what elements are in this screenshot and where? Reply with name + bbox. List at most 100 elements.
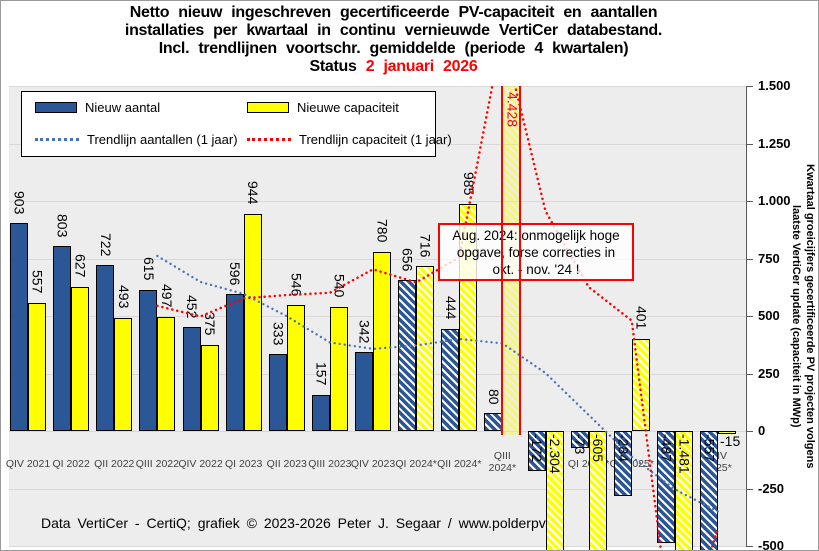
bar-capaciteit-2 bbox=[114, 317, 133, 431]
bar-label-aantal-2: 722 bbox=[97, 232, 114, 256]
bar-label-capaciteit-14: 401 bbox=[633, 306, 650, 330]
bar-label-aantal-10: 444 bbox=[442, 296, 459, 320]
y-tick-label--500: -500 bbox=[758, 538, 785, 551]
bar-capaciteit-0 bbox=[28, 302, 46, 431]
bar-label-capaciteit-9: 716 bbox=[417, 233, 434, 258]
y-tick-1250 bbox=[746, 143, 753, 145]
bar-aantal-8 bbox=[355, 352, 373, 431]
bar-label-aantal-5: 596 bbox=[227, 261, 244, 285]
bar-label-capaciteit-2: 493 bbox=[115, 285, 132, 309]
bar-aantal-7 bbox=[311, 394, 330, 431]
offscale-marker-line-right bbox=[519, 86, 522, 435]
bar-label-capaciteit-8: 780 bbox=[374, 219, 391, 243]
legend-item-nieuw-aantal: Nieuw aantal bbox=[35, 100, 160, 115]
y-axis-line bbox=[746, 86, 747, 546]
chart-title-status-line: Status 2 januari 2026 bbox=[1, 58, 786, 76]
bar-capaciteit-9 bbox=[416, 266, 435, 431]
status-label: Status bbox=[309, 58, 357, 75]
gridline--250 bbox=[9, 488, 746, 490]
x-label-0: QIV 2021 bbox=[5, 458, 51, 470]
bar-aantal-0 bbox=[10, 223, 28, 431]
footer-credit: Data VertiCer - CertiQ; grafiek © 2023-2… bbox=[41, 515, 560, 531]
bar-aantal-1 bbox=[53, 246, 72, 431]
chart-title-line2: installaties per kwartaal in continu ver… bbox=[124, 22, 663, 39]
bar-label-aantal-6: 333 bbox=[270, 322, 287, 346]
bar-label-capaciteit-7: 540 bbox=[331, 274, 348, 298]
bar-label-aantal-3: 615 bbox=[140, 257, 157, 281]
bar-aantal-9 bbox=[398, 280, 417, 431]
y-tick-label-1500: 1.500 bbox=[758, 78, 791, 93]
legend: Nieuw aantal Nieuwe capaciteit Trendlijn… bbox=[21, 91, 452, 157]
annotation-line1: Aug. 2024: onmogelijk hoge bbox=[452, 227, 620, 243]
bar-label-capaciteit-12: -2.304 bbox=[547, 434, 563, 474]
gridline-0 bbox=[9, 431, 746, 432]
legend-item-nieuwe-capaciteit: Nieuwe capaciteit bbox=[247, 100, 399, 115]
bar-label-capaciteit-16: -15 bbox=[720, 433, 741, 449]
y-tick--250 bbox=[746, 488, 753, 490]
bar-label-capaciteit-1: 627 bbox=[72, 254, 89, 278]
gridline-1500 bbox=[9, 86, 746, 87]
y-tick-1000 bbox=[746, 201, 753, 202]
legend-item-trendlijn-capaciteit: Trendlijn capaciteit (1 jaar) bbox=[247, 132, 452, 147]
bar-capaciteit-3 bbox=[157, 316, 176, 431]
bar-aantal-4 bbox=[182, 327, 201, 431]
legend-label-nieuwe-capaciteit: Nieuwe capaciteit bbox=[297, 100, 399, 115]
legend-swatch-nieuw-aantal bbox=[35, 102, 77, 113]
chart-title: Netto nieuw ingeschreven gecertificeerde… bbox=[1, 4, 786, 76]
bar-label-aantal-4: 452 bbox=[184, 294, 200, 318]
bar-label-capaciteit-13: -605 bbox=[590, 434, 607, 463]
legend-label-trendlijn-capaciteit: Trendlijn capaciteit (1 jaar) bbox=[299, 132, 452, 147]
bar-capaciteit-4 bbox=[200, 344, 219, 431]
bar-label-capaciteit-15: -1.481 bbox=[676, 434, 693, 474]
legend-swatch-nieuwe-capaciteit bbox=[247, 102, 289, 113]
y-tick-label-0: 0 bbox=[758, 423, 766, 438]
annotation-aug-2024: Aug. 2024: onmogelijk hoge opgave, forse… bbox=[438, 223, 634, 281]
y-axis-title-line1: Kwartaal groeicijfers gecertificeerde PV… bbox=[804, 163, 816, 469]
bar-label-capaciteit-0: 557 bbox=[29, 270, 46, 294]
x-label-16: QIV2025* bbox=[704, 450, 731, 473]
annotation-line2: opgave, forse correcties in bbox=[456, 244, 616, 260]
gridline--500 bbox=[9, 546, 746, 547]
bar-label-aantal-13: -73 bbox=[572, 434, 589, 455]
legend-label-trendlijn-aantallen: Trendlijn aantallen (1 jaar) bbox=[87, 132, 238, 147]
bar-label-aantal-8: 342 bbox=[356, 319, 373, 344]
legend-swatch-trendlijn-aantallen bbox=[35, 138, 79, 141]
offscale-marker-line-left bbox=[501, 86, 504, 435]
y-tick-label--250: -250 bbox=[758, 480, 785, 496]
bar-capaciteit-5 bbox=[243, 213, 262, 431]
y-tick-500 bbox=[746, 316, 753, 317]
y-axis-title-line2: laatste VertiCer update (capaciteit in M… bbox=[790, 204, 802, 428]
legend-swatch-trendlijn-capaciteit bbox=[247, 138, 291, 141]
bar-capaciteit-6 bbox=[286, 305, 305, 431]
y-tick-label-750: 750 bbox=[758, 250, 780, 266]
bar-label-capaciteit-4: 375 bbox=[202, 312, 218, 336]
bar-aantal-5 bbox=[225, 293, 244, 431]
bar-label-aantal-11: 80 bbox=[485, 389, 502, 405]
bar-label-aantal-15: -487 bbox=[658, 434, 675, 463]
bar-label-aantal-1: 803 bbox=[54, 213, 71, 238]
gridline-1000 bbox=[9, 201, 746, 202]
x-label-1: QI 2022 bbox=[52, 458, 90, 470]
y-axis-title: Kwartaal groeicijfers gecertificeerde PV… bbox=[789, 86, 817, 546]
y-tick--500 bbox=[746, 546, 753, 547]
bar-aantal-3 bbox=[139, 289, 158, 431]
y-tick-250 bbox=[746, 373, 753, 375]
bar-label-aantal-9: 656 bbox=[399, 247, 416, 272]
status-date: 2 januari 2026 bbox=[365, 58, 478, 75]
y-tick-750 bbox=[746, 258, 753, 260]
bar-aantal-2 bbox=[96, 264, 115, 431]
bar-capaciteit-1 bbox=[71, 286, 90, 431]
chart-title-line3: Incl. trendlijnen voortschr. gemiddelde … bbox=[158, 40, 629, 57]
legend-label-nieuw-aantal: Nieuw aantal bbox=[85, 100, 161, 115]
x-label-2: QII 2022 bbox=[94, 458, 135, 470]
y-tick-label-1250: 1.250 bbox=[758, 135, 791, 151]
bar-label-aantal-7: 157 bbox=[313, 362, 330, 386]
bar-aantal-11 bbox=[484, 412, 503, 431]
bar-label-aantal-16: -557 bbox=[701, 434, 718, 463]
y-tick-label-1000: 1.000 bbox=[758, 193, 791, 208]
legend-item-trendlijn-aantallen: Trendlijn aantallen (1 jaar) bbox=[35, 132, 238, 147]
bar-label-aantal-12: -172 bbox=[529, 434, 545, 463]
chart-title-line1: Netto nieuw ingeschreven gecertificeerde… bbox=[129, 4, 658, 21]
